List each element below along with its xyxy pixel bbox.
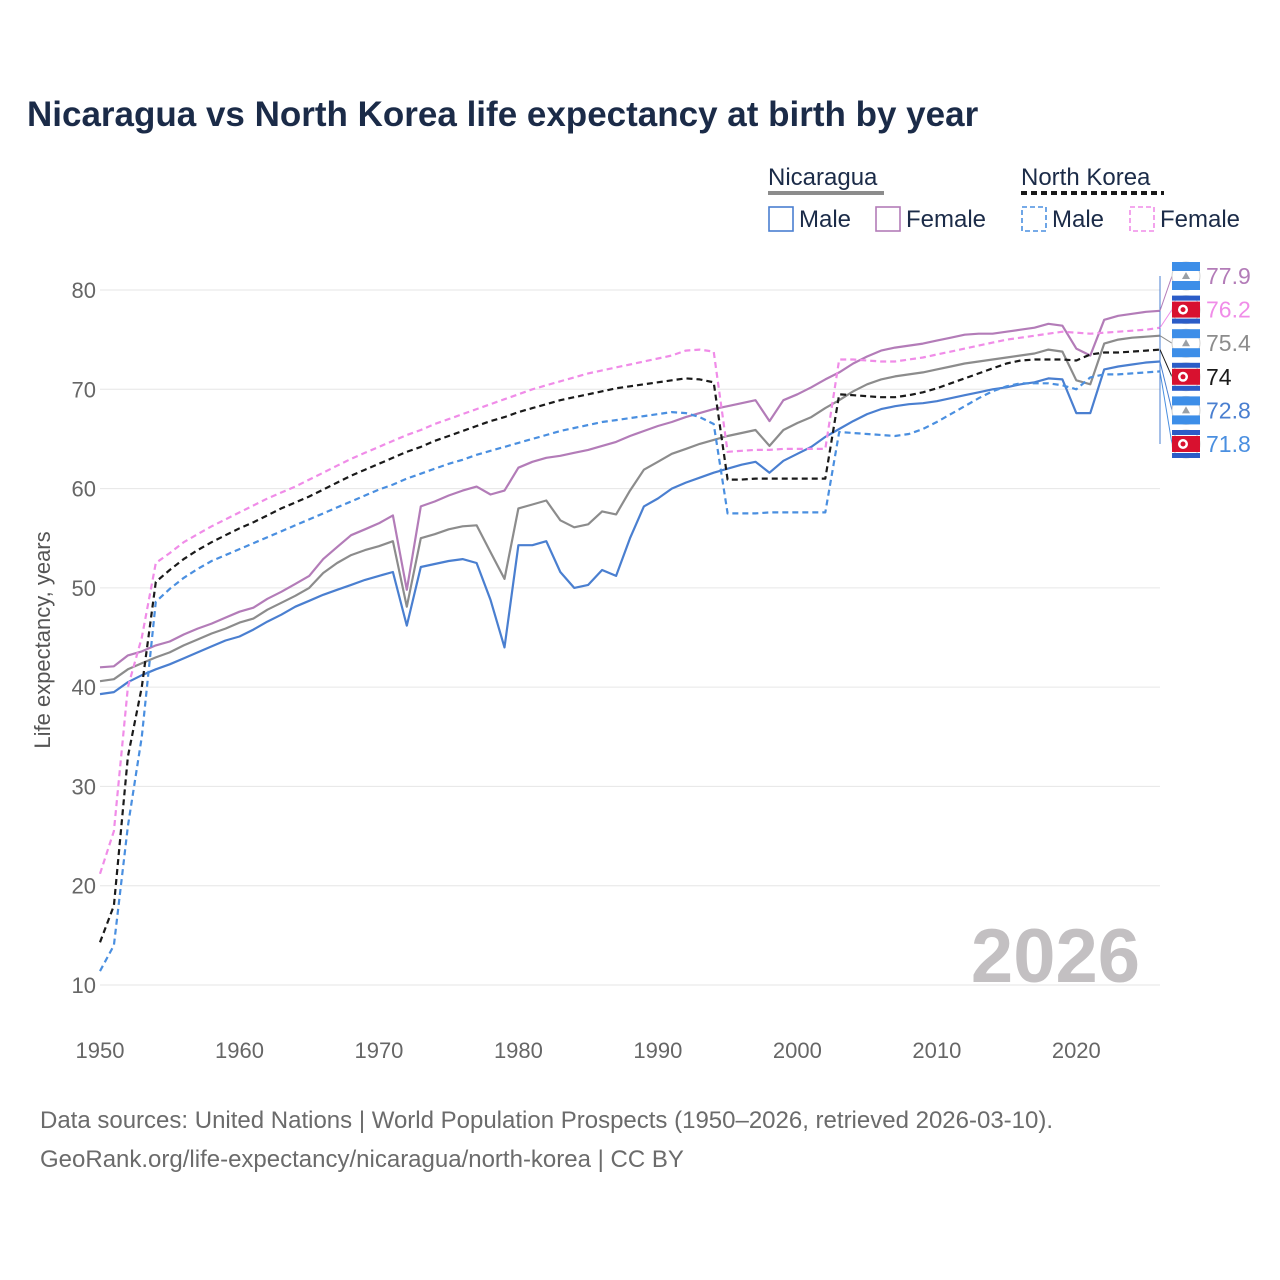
x-axis-ticks: 1950 1960 1970 1980 1990 2000 2010 2020: [76, 1038, 1101, 1063]
end-label-leader: [1159, 361, 1173, 411]
y-tick-label-20: 20: [72, 874, 96, 899]
y-tick-label-70: 70: [72, 377, 96, 402]
end-label-north-korea-female: 76.2: [1206, 297, 1251, 323]
legend-group-nicaragua: Nicaragua: [768, 164, 878, 191]
end-label-leader: [1159, 309, 1173, 329]
x-tick-label-1990: 1990: [633, 1038, 682, 1063]
nicaragua-flag-icon: [1171, 395, 1201, 425]
end-label-leader: [1159, 349, 1173, 378]
series-line-north-korea-male: [99, 370, 1161, 972]
legend-swatch-0-male[interactable]: [768, 206, 794, 232]
series-lines: [98, 309, 1161, 972]
current-year-label: 2026: [971, 914, 1140, 999]
chart-title: Nicaragua vs North Korea life expectancy…: [27, 95, 979, 134]
north-korea-flag-icon: [1171, 362, 1201, 392]
nicaragua-flag-icon: [1171, 328, 1201, 358]
y-tick-label-10: 10: [72, 973, 96, 998]
legend-swatch-1-male[interactable]: [1021, 206, 1047, 232]
x-tick-label-1970: 1970: [354, 1038, 403, 1063]
end-label-nicaragua-female: 77.9: [1206, 263, 1251, 289]
end-label-north-korea-total: 74: [1206, 364, 1232, 390]
north-korea-flag-icon: [1171, 429, 1201, 459]
end-label-nicaragua-total: 75.4: [1206, 330, 1251, 356]
series-line-north-korea-total: [98, 348, 1161, 943]
legend-label-1-female[interactable]: Female: [1160, 206, 1240, 233]
series-line-north-korea-female: [98, 326, 1161, 875]
end-label-leader: [1159, 371, 1173, 445]
x-tick-label-2000: 2000: [773, 1038, 822, 1063]
source-link[interactable]: GeoRank.org/life-expectancy/nicaragua/no…: [40, 1146, 684, 1173]
x-tick-label-1950: 1950: [76, 1038, 125, 1063]
series-line-nicaragua-female: [99, 309, 1161, 669]
y-axis-ticks: 10 20 30 40 50 60 70 80: [72, 278, 96, 998]
end-label-nicaragua-male: 72.8: [1206, 397, 1251, 423]
legend-label-1-male[interactable]: Male: [1052, 206, 1104, 233]
grid: [100, 289, 1160, 986]
y-tick-label-30: 30: [72, 774, 96, 799]
y-axis-label: Life expectancy, years: [30, 531, 55, 748]
north-korea-flag-icon: [1171, 295, 1201, 325]
legend-group-north-korea: North Korea: [1021, 164, 1151, 191]
x-tick-label-1980: 1980: [494, 1038, 543, 1063]
y-tick-label-60: 60: [72, 477, 96, 502]
y-tick-label-50: 50: [72, 576, 96, 601]
end-label-leader: [1159, 335, 1173, 344]
series-line-nicaragua-male: [99, 360, 1161, 696]
y-tick-label-80: 80: [72, 278, 96, 303]
x-tick-label-2020: 2020: [1052, 1038, 1101, 1063]
y-tick-label-40: 40: [72, 675, 96, 700]
end-labels: 77.9 76.2 75.4 74 72.8 71.8: [1159, 261, 1251, 459]
nicaragua-flag-icon: [1171, 261, 1201, 291]
legend-swatch-0-female[interactable]: [875, 206, 901, 232]
end-label-leader: [1159, 275, 1173, 312]
series-line-nicaragua-total: [99, 334, 1161, 683]
source-text: Data sources: United Nations | World Pop…: [40, 1107, 1054, 1134]
x-tick-label-1960: 1960: [215, 1038, 264, 1063]
end-label-north-korea-male: 71.8: [1206, 431, 1251, 457]
legend: Nicaragua Male Female North Korea Male Female: [768, 164, 1240, 233]
legend-label-0-female[interactable]: Female: [906, 206, 986, 233]
legend-label-0-male[interactable]: Male: [799, 206, 851, 233]
x-tick-label-2010: 2010: [912, 1038, 961, 1063]
legend-swatch-1-female[interactable]: [1129, 206, 1155, 232]
